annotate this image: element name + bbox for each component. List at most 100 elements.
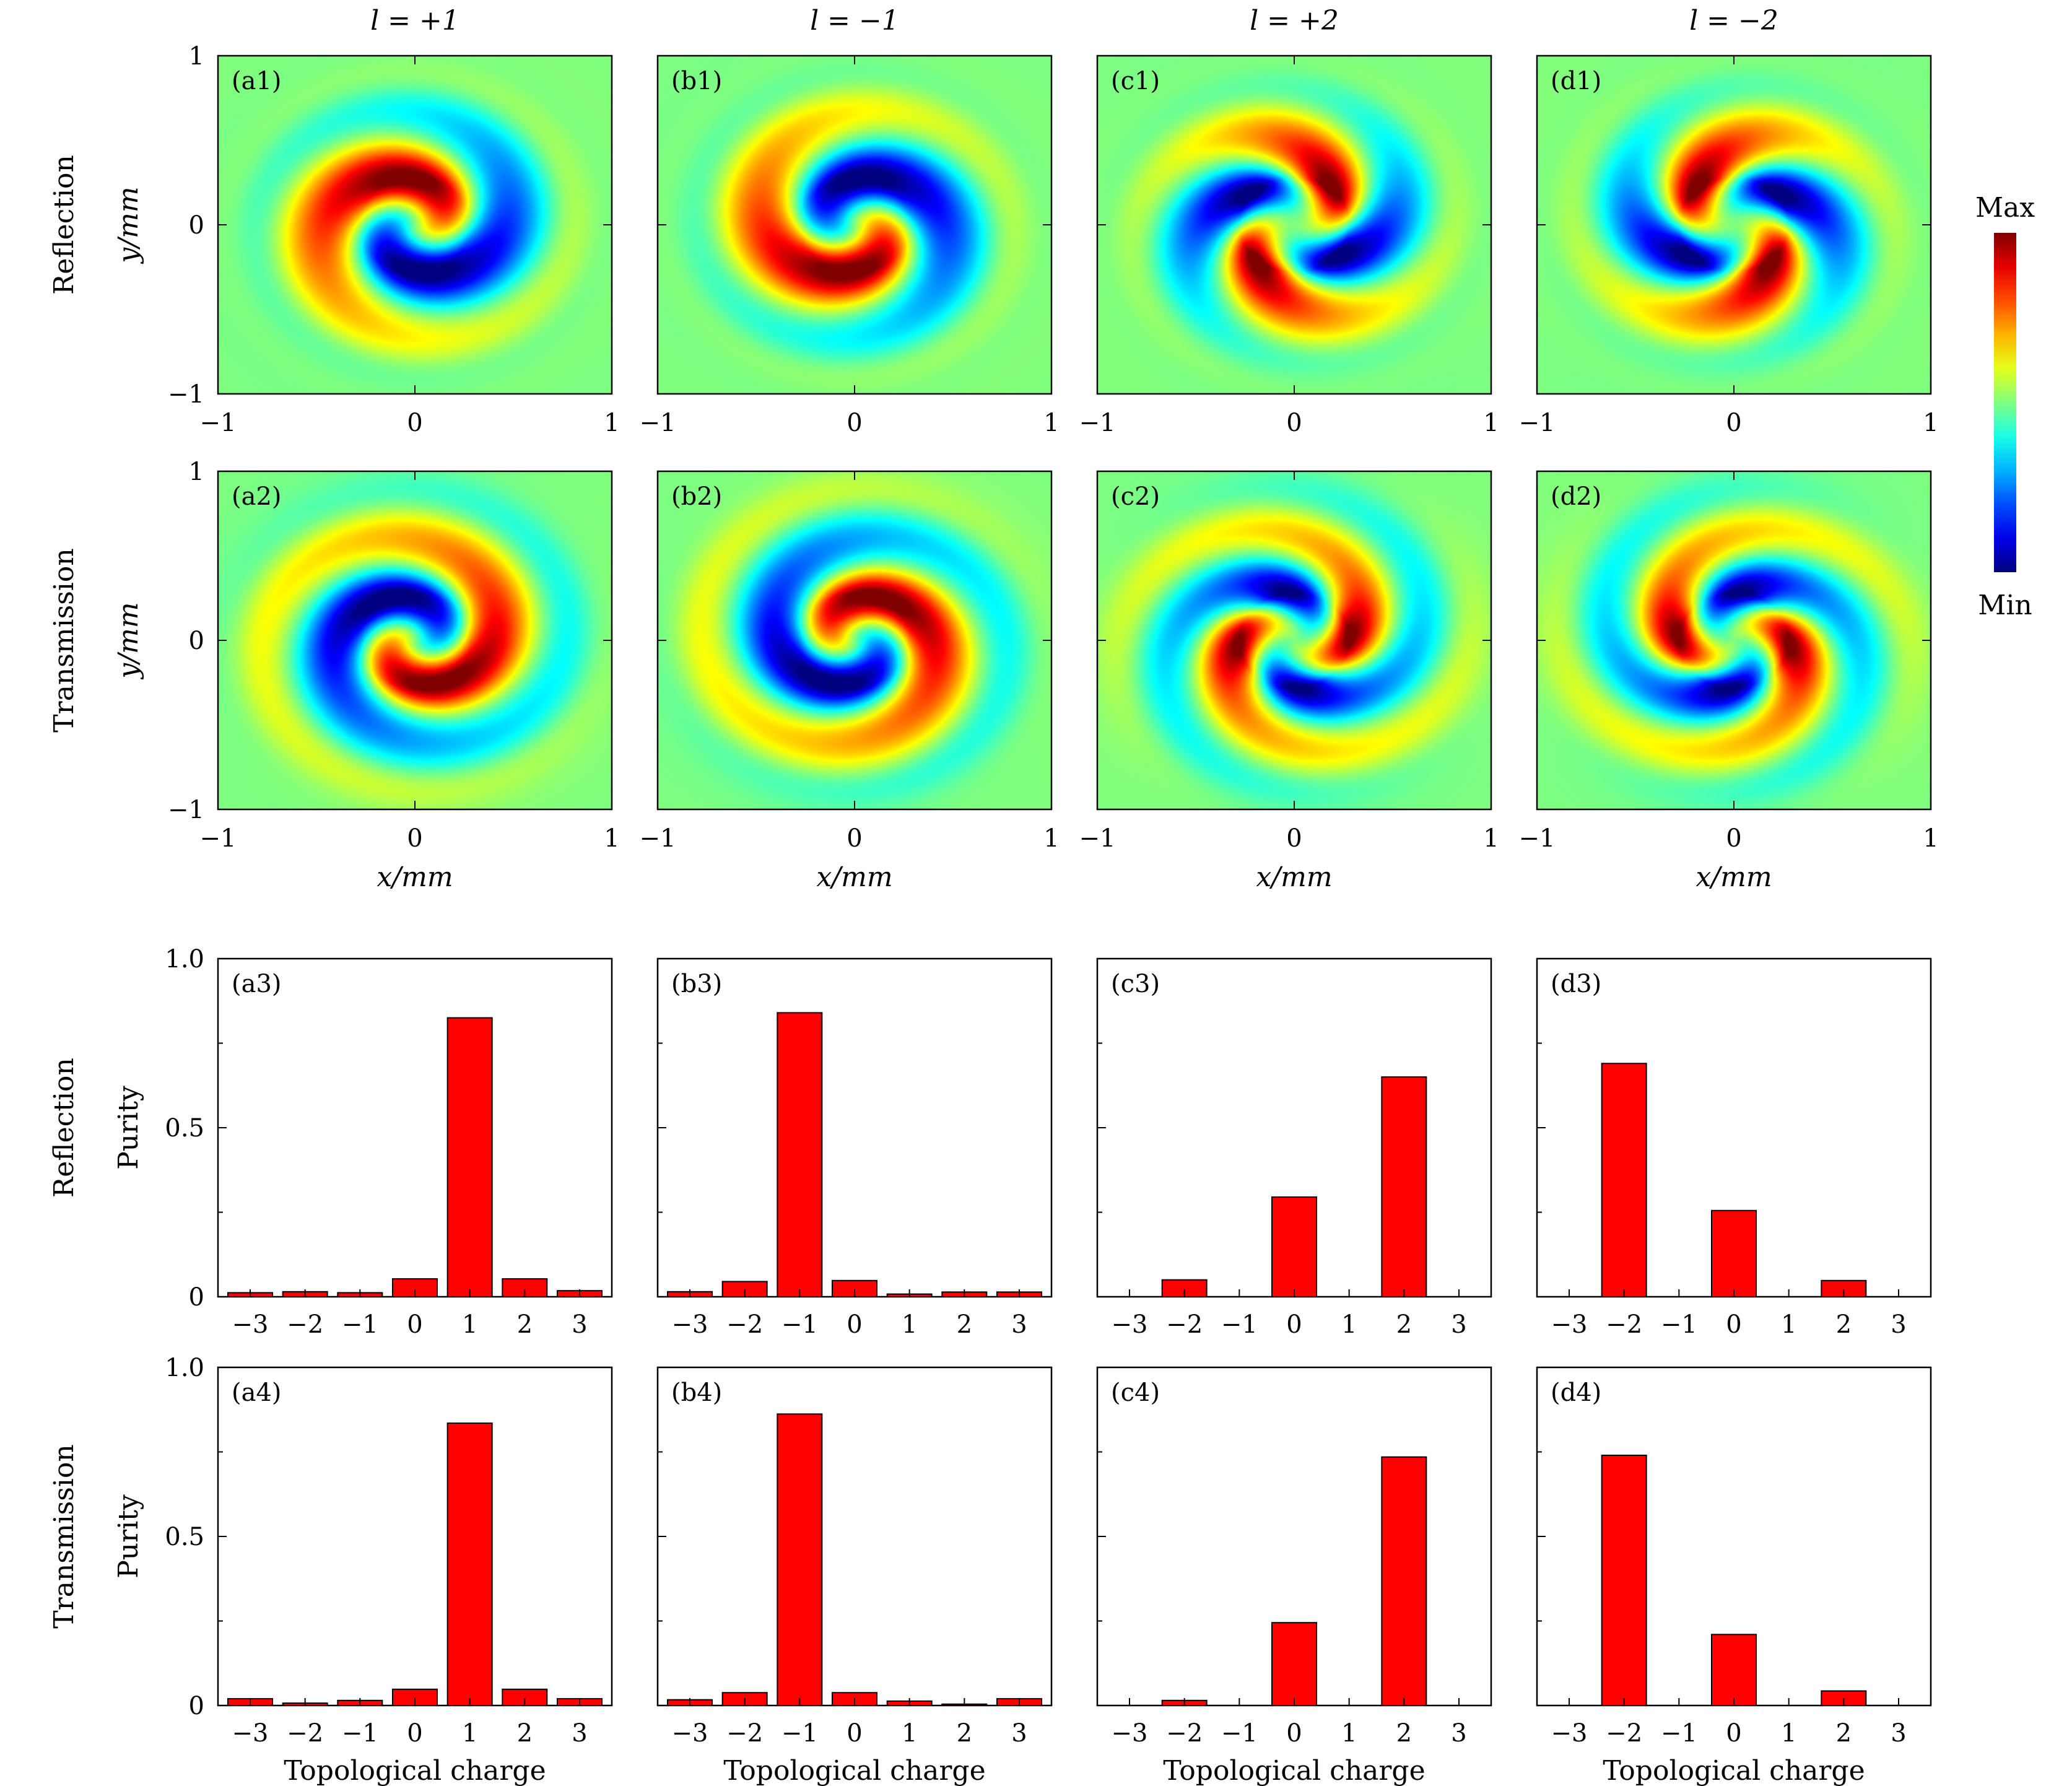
x-tick-label: 1 (1483, 824, 1499, 853)
row-label: Transmission (48, 548, 80, 732)
x-tick-label: 0 (847, 1719, 862, 1748)
x-tick-label: 1 (1923, 824, 1938, 853)
x-tick-label: 0 (847, 409, 862, 437)
x-tick-label: 2 (517, 1310, 533, 1339)
x-tick-label: 0 (407, 1310, 422, 1339)
x-tick-label: −1 (640, 409, 676, 437)
x-tick-label: 1 (1781, 1310, 1796, 1339)
x-tick-label: −1 (1661, 1310, 1697, 1339)
bar (1271, 1196, 1317, 1298)
x-tick-label: 1 (1341, 1719, 1357, 1748)
x-tick-label: −1 (1221, 1310, 1258, 1339)
colorbar: Max Min (1975, 192, 2035, 621)
x-tick-label: −1 (1519, 824, 1556, 853)
panel-label: (d3) (1551, 970, 1601, 998)
x-tick-label: 3 (572, 1719, 587, 1748)
x-axis-label: x/mm (1695, 861, 1772, 893)
purity-bar-chart: (d4) −3 −2 −1 0 1 2 3 Topological charge (1536, 1366, 1932, 1786)
x-tick-label: 1 (1341, 1310, 1357, 1339)
x-tick-label: −3 (672, 1719, 708, 1748)
x-tick-label: −1 (781, 1310, 818, 1339)
x-tick-label: 0 (847, 1310, 862, 1339)
field-panel: (b1) −1 0 1 (640, 54, 1060, 437)
panel-label: (b2) (671, 482, 722, 511)
field-panel: (a1) −1 0 1 1 0 −1 y/mm (113, 42, 620, 437)
purity-bar-chart: (b4) −3 −2 −1 0 1 2 3 Topological charge (656, 1366, 1053, 1786)
panel-label: (c1) (1111, 67, 1160, 95)
y-tick-label: −1 (168, 380, 204, 409)
bar (1381, 1456, 1427, 1706)
x-tick-label: 0 (1286, 824, 1302, 853)
purity-bar-chart: (b3) −3 −2 −1 0 1 2 3 (656, 957, 1053, 1339)
x-tick-label: 0 (1286, 1719, 1302, 1748)
column-header: l = −2 (1689, 5, 1778, 37)
field-panel: (a2) −1 0 1 1 0 −1 y/mm x/mm (113, 458, 620, 893)
x-tick-label: 1 (902, 1310, 917, 1339)
bar (446, 1017, 493, 1298)
x-tick-label: 0 (1726, 409, 1741, 437)
purity-bar-chart: (c3) −3 −2 −1 0 1 2 3 (1096, 957, 1492, 1339)
purity-bar-chart: (c4) −3 −2 −1 0 1 2 3 Topological charge (1096, 1366, 1492, 1786)
x-tick-label: 0 (1726, 824, 1741, 853)
x-tick-label: 0 (1726, 1310, 1741, 1339)
panel-label: (b4) (671, 1379, 722, 1407)
x-tick-label: 1 (1043, 409, 1059, 437)
field-panel: (c2) −1 0 1 x/mm (1079, 470, 1499, 893)
x-tick-label: −2 (287, 1719, 323, 1748)
x-tick-label: −1 (342, 1310, 378, 1339)
x-tick-label: 2 (517, 1719, 533, 1748)
x-tick-label: −3 (1551, 1719, 1588, 1748)
x-tick-label: 1 (462, 1310, 477, 1339)
y-axis-label: y/mm (113, 602, 144, 679)
axes-frame (656, 1366, 1053, 1707)
panel-label: (c4) (1111, 1379, 1160, 1407)
column-header: l = +2 (1250, 5, 1339, 37)
field-intensity-map (218, 471, 612, 809)
x-axis-label: x/mm (1256, 861, 1332, 893)
y-axis-label: Purity (113, 1086, 144, 1170)
row-label: Reflection (48, 1058, 80, 1198)
y-tick-label: 0 (189, 1283, 204, 1312)
x-axis-label: x/mm (816, 861, 892, 893)
y-tick-label: 1.0 (165, 945, 204, 974)
x-tick-label: −1 (1519, 409, 1556, 437)
field-intensity-map (1537, 471, 1931, 809)
x-tick-label: −2 (1166, 1310, 1203, 1339)
axes-frame (217, 957, 613, 1298)
x-tick-label: 2 (1836, 1310, 1852, 1339)
x-tick-label: 0 (407, 1719, 422, 1748)
x-tick-label: 0 (1286, 1310, 1302, 1339)
x-tick-label: −3 (1112, 1719, 1148, 1748)
y-tick-label: 0 (189, 627, 204, 655)
x-axis-label: Topological charge (284, 1755, 546, 1786)
panel-label: (c3) (1111, 970, 1160, 998)
panel-label: (b3) (671, 970, 722, 998)
x-tick-label: −1 (781, 1719, 818, 1748)
x-tick-label: 2 (957, 1310, 972, 1339)
x-tick-label: 0 (1726, 1719, 1741, 1748)
field-intensity-map (658, 471, 1051, 809)
panel-label: (d4) (1551, 1379, 1601, 1407)
x-tick-label: −3 (672, 1310, 708, 1339)
panel-label: (b1) (671, 67, 722, 95)
y-tick-label: 1.0 (165, 1354, 204, 1382)
x-tick-label: 1 (1923, 409, 1938, 437)
x-tick-label: −1 (1079, 824, 1116, 853)
y-tick-label: 0 (189, 211, 204, 240)
x-tick-label: −3 (232, 1310, 269, 1339)
field-intensity-map (1097, 471, 1491, 809)
panel-label: (c2) (1111, 482, 1160, 511)
y-tick-label: −1 (168, 796, 204, 824)
x-axis-label: x/mm (377, 861, 453, 893)
y-tick-label: 0 (189, 1692, 204, 1720)
x-tick-label: −1 (640, 824, 676, 853)
column-header: l = −1 (810, 5, 899, 37)
colorbar-max-label: Max (1975, 192, 2035, 224)
purity-bar-chart: (d3) −3 −2 −1 0 1 2 3 (1536, 957, 1932, 1339)
x-tick-label: 0 (847, 824, 862, 853)
bar (446, 1422, 493, 1707)
x-tick-label: −2 (287, 1310, 323, 1339)
x-tick-label: −1 (342, 1719, 378, 1748)
x-tick-label: 1 (1483, 409, 1499, 437)
